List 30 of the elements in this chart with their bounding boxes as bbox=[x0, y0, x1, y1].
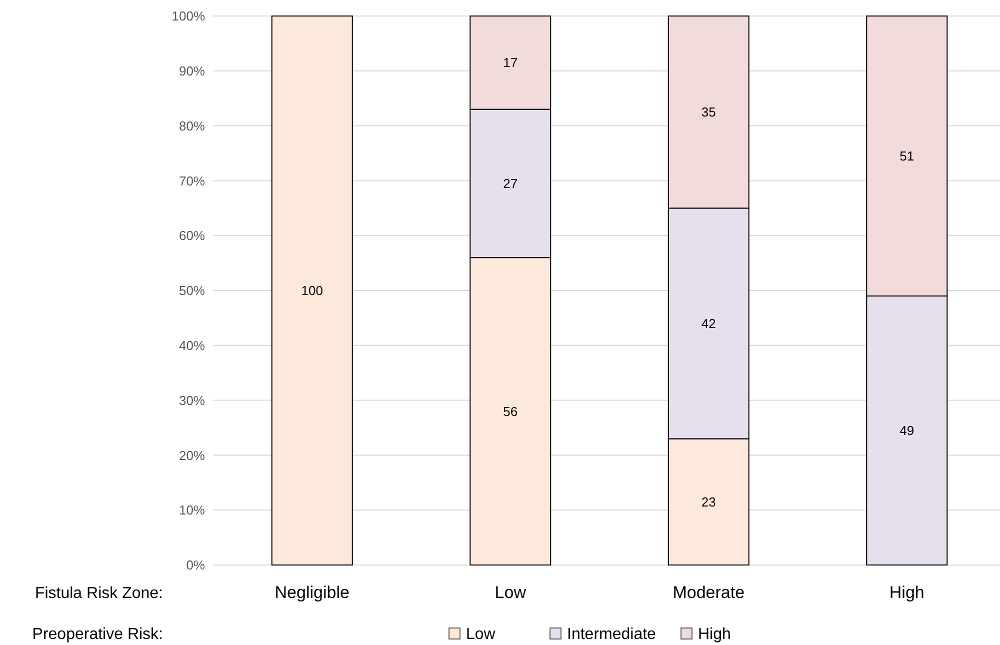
data-label: 17 bbox=[503, 55, 518, 70]
data-label: 49 bbox=[900, 423, 914, 438]
data-label: 42 bbox=[701, 316, 716, 331]
legend-label: High bbox=[698, 626, 731, 643]
bar bbox=[271, 16, 353, 566]
y-tick-label: 100% bbox=[172, 8, 206, 24]
y-tick-label: 60% bbox=[178, 228, 206, 244]
y-tick-label: 0% bbox=[186, 558, 206, 573]
y-tick-label: 70% bbox=[178, 173, 206, 188]
y-tick-label: 10% bbox=[178, 502, 206, 518]
data-label: 51 bbox=[900, 148, 914, 164]
x-tick-label: Low bbox=[494, 583, 527, 602]
data-label: 23 bbox=[701, 494, 716, 510]
x-tick-label: Negligible bbox=[274, 583, 350, 602]
y-tick-label: 50% bbox=[178, 283, 206, 298]
legend-label: Low bbox=[466, 626, 496, 643]
x-tick-label: Moderate bbox=[672, 583, 745, 602]
y-tick-label: 90% bbox=[178, 63, 206, 78]
data-label: 27 bbox=[503, 176, 518, 191]
y-tick-label: 20% bbox=[178, 448, 206, 463]
x-axis-title: Fistula Risk Zone: bbox=[34, 585, 163, 602]
y-tick-label: 30% bbox=[178, 392, 206, 408]
data-label: 56 bbox=[503, 404, 518, 419]
data-label: 100 bbox=[301, 283, 323, 298]
y-tick-label: 40% bbox=[178, 338, 206, 353]
legend-label: Intermediate bbox=[567, 626, 656, 643]
y-tick-label: 80% bbox=[178, 118, 206, 134]
legend-title: Preoperative Risk: bbox=[32, 626, 163, 643]
data-label: 35 bbox=[701, 104, 716, 120]
x-tick-label: High bbox=[889, 583, 924, 602]
